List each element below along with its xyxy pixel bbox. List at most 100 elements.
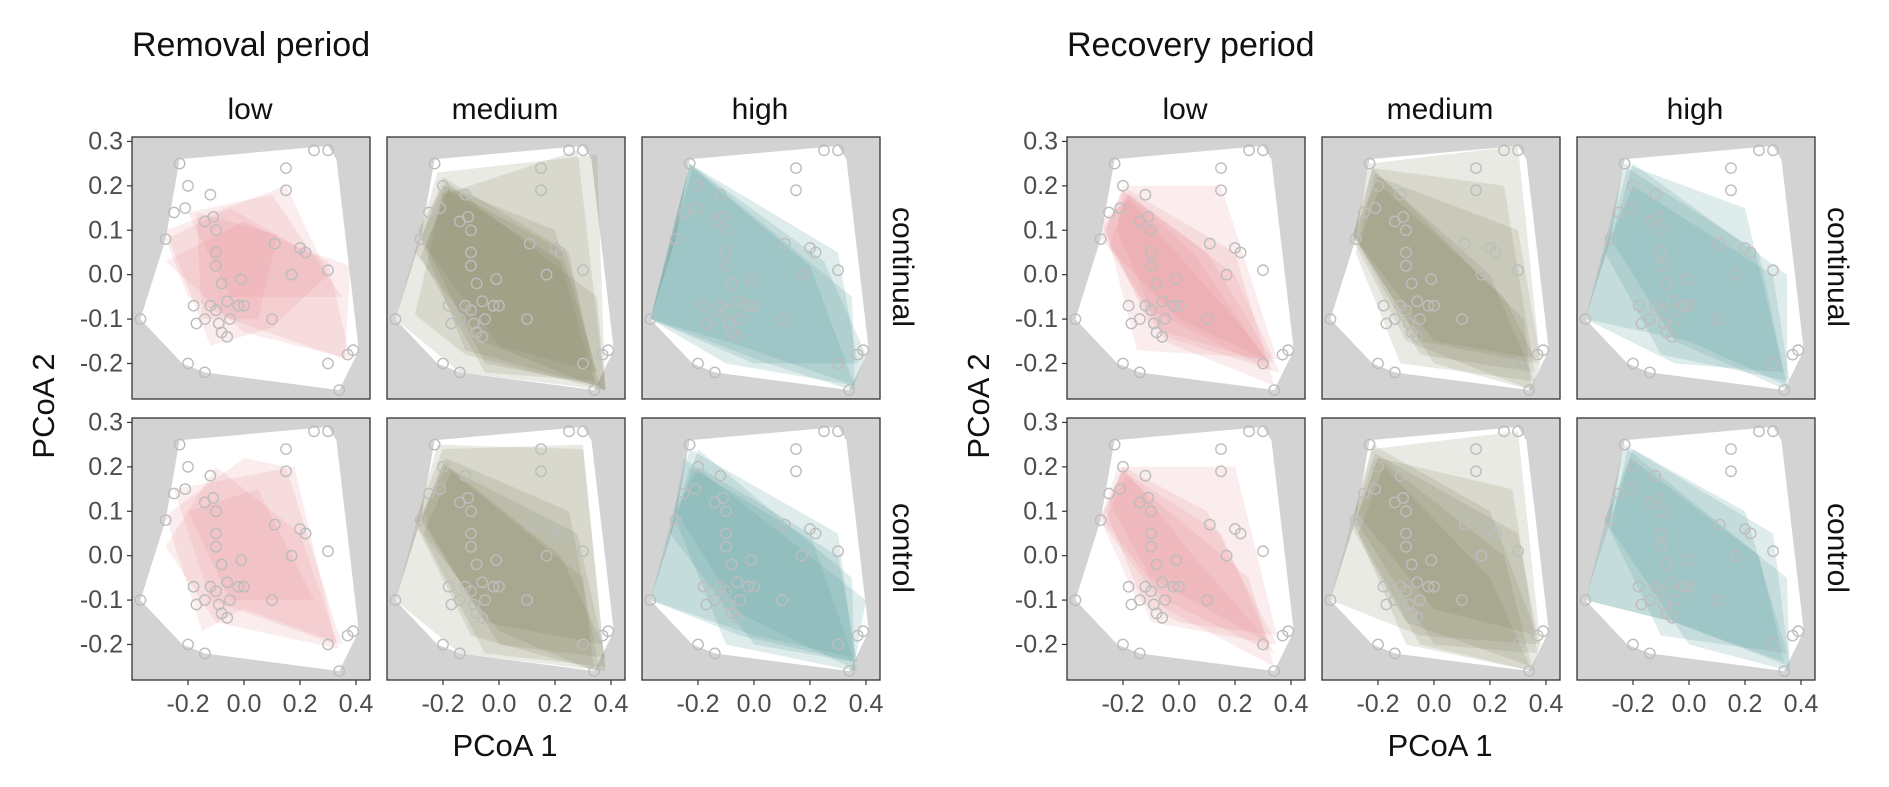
x-tick-label: 0.0 [482, 690, 517, 718]
data-point [795, 268, 808, 281]
y-tick-label: -0.2 [1015, 630, 1058, 658]
data-point [487, 580, 500, 593]
data-point [204, 188, 217, 201]
data-point [1475, 549, 1488, 562]
data-point [1377, 299, 1390, 312]
data-point [748, 580, 760, 593]
data-point [1405, 558, 1418, 571]
data-point [644, 313, 657, 325]
data-point [322, 264, 334, 277]
data-point [1512, 264, 1524, 277]
data-point [1489, 246, 1502, 259]
data-point [299, 527, 312, 540]
data-point [731, 611, 744, 624]
data-point [1643, 366, 1656, 379]
data-point [1145, 505, 1157, 518]
data-point [1753, 144, 1765, 157]
hull-polygon [165, 208, 351, 359]
data-point [1094, 514, 1107, 526]
data-point [1512, 357, 1524, 370]
data-point [1117, 357, 1129, 370]
panel-border [1576, 136, 1816, 400]
data-point [1767, 425, 1779, 438]
x-tick-label: 0.2 [1728, 690, 1763, 718]
data-point [210, 505, 222, 518]
hull-polygon [1585, 458, 1785, 663]
data-point [1680, 554, 1693, 566]
hull-polygon [1352, 431, 1541, 672]
data-point [182, 357, 194, 370]
data-point [1400, 259, 1412, 272]
data-point [832, 264, 844, 277]
x-tick-label: 0.4 [339, 690, 374, 718]
data-point [1257, 425, 1269, 438]
data-point [1666, 576, 1679, 589]
data-point [322, 357, 334, 370]
data-point [182, 638, 194, 651]
data-point [1655, 304, 1667, 317]
data-point [1145, 540, 1157, 553]
data-point [173, 438, 186, 451]
data-point [268, 237, 281, 250]
data-point [187, 299, 200, 312]
data-point [734, 594, 746, 606]
data-point [428, 438, 441, 451]
data-point [1145, 246, 1157, 259]
panel-high-control [641, 417, 881, 681]
data-point [535, 465, 547, 478]
data-point [742, 580, 755, 593]
data-point [1512, 425, 1524, 438]
data-point [1358, 206, 1370, 219]
data-point [434, 483, 447, 495]
data-point [669, 233, 682, 246]
data-point [1282, 344, 1295, 357]
data-point [210, 540, 222, 553]
data-point [720, 540, 732, 553]
data-point [459, 469, 472, 482]
data-point [1711, 594, 1723, 606]
data-point [1725, 162, 1737, 175]
data-point [1372, 460, 1384, 473]
hull-polygon [417, 458, 600, 672]
data-point [602, 344, 615, 357]
data-point [437, 638, 449, 651]
strip-control: control [886, 503, 919, 593]
data-point [1156, 576, 1169, 589]
data-point [731, 330, 744, 343]
x-tick-label: 0.2 [793, 690, 828, 718]
data-point [692, 357, 704, 370]
hull-polygon [650, 163, 858, 364]
data-point [465, 246, 477, 259]
data-point [577, 638, 589, 651]
data-point [479, 313, 491, 325]
data-point [1680, 273, 1693, 285]
hull-polygon [188, 489, 314, 601]
data-point [159, 233, 172, 246]
data-point [1369, 202, 1382, 215]
data-point [678, 487, 690, 500]
data-point [285, 268, 298, 281]
x-tick-label: 0.0 [1672, 690, 1707, 718]
hull-polygon [1605, 185, 1790, 382]
data-point [1380, 598, 1393, 611]
data-point [535, 162, 547, 175]
data-point [818, 144, 830, 157]
data-point [1257, 545, 1269, 558]
data-point [669, 514, 682, 526]
data-point [437, 179, 449, 192]
data-point [232, 580, 245, 593]
hull-polygon [423, 471, 595, 672]
data-point [347, 344, 360, 357]
data-point [1627, 460, 1639, 473]
data-point [720, 505, 732, 518]
data-point [266, 594, 278, 606]
data-point [577, 425, 589, 438]
data-point [179, 202, 192, 215]
data-point [1122, 299, 1135, 312]
data-point [465, 585, 477, 598]
data-point [1405, 277, 1418, 290]
data-point [832, 357, 844, 370]
strip-continual: continual [1821, 207, 1854, 327]
data-point [445, 598, 458, 611]
strip-medium: medium [1387, 93, 1494, 126]
